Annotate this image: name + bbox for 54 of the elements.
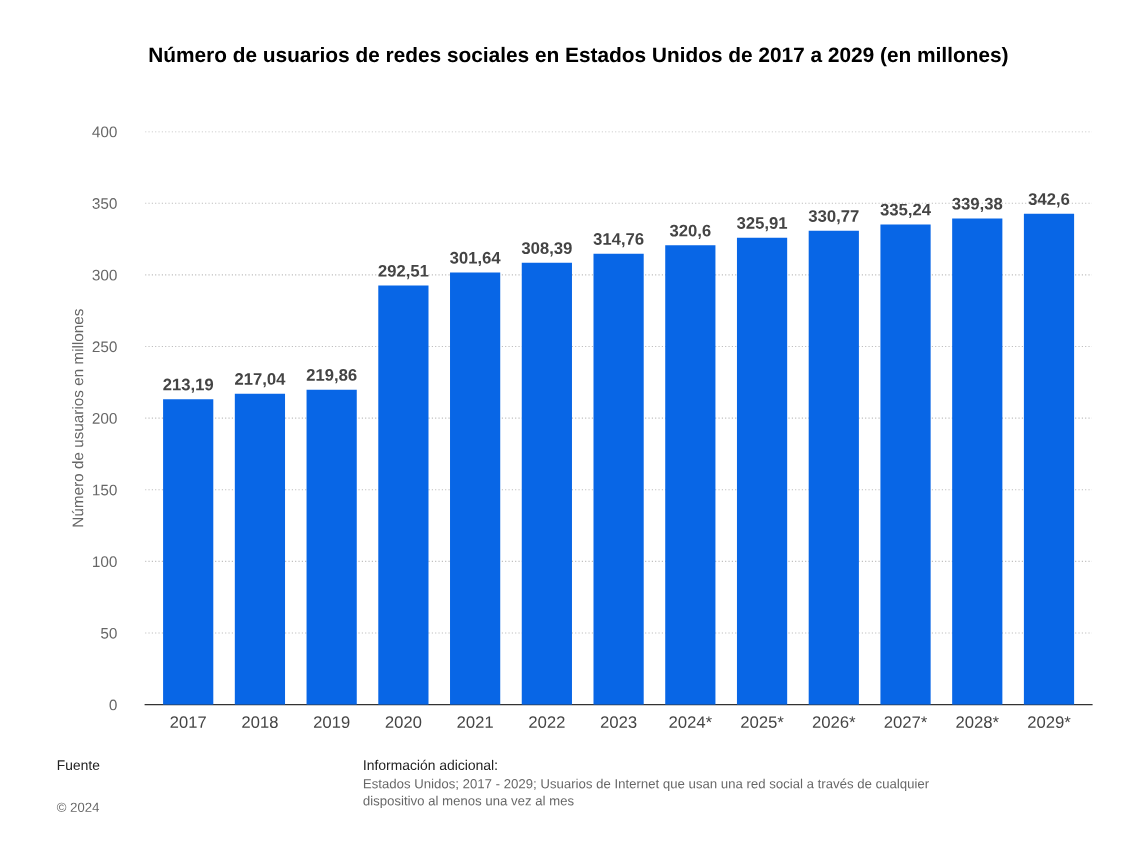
data-label: 320,6 bbox=[669, 224, 711, 239]
text: Estados Unidos; 2017 - 2029; Usuarios de Internet que usan una red social a través de cualquier dispositivo al menos una vez al mes bbox=[363, 778, 929, 809]
data-label: 292,51 bbox=[378, 264, 429, 280]
x-tick-label: 2023 bbox=[600, 716, 637, 729]
x-tick-label: 2025* bbox=[741, 716, 784, 729]
x-tick-label: 2027* bbox=[884, 716, 928, 729]
data-label: 330,77 bbox=[808, 210, 859, 225]
y-tick-label: 300 bbox=[92, 269, 117, 281]
bar bbox=[808, 230, 859, 705]
x-tick-label: 2028* bbox=[956, 716, 999, 729]
data-label: 301,64 bbox=[450, 251, 501, 267]
y-tick-label: 200 bbox=[92, 413, 117, 424]
data-label: 219,86 bbox=[306, 369, 357, 384]
data-label: 314,76 bbox=[593, 233, 644, 248]
y-tick-label: 250 bbox=[92, 341, 117, 353]
bar bbox=[880, 224, 931, 705]
x-tick-label: 2026* bbox=[812, 716, 856, 729]
text: Información adicional: bbox=[364, 759, 497, 771]
y-tick-label: 50 bbox=[100, 627, 117, 639]
chart-title: Número de usuarios de redes sociales en Estados Unidos de 2017 a 2029 (en millones) bbox=[149, 46, 1008, 67]
bar bbox=[163, 399, 214, 705]
data-label: 335,24 bbox=[880, 203, 931, 218]
x-tick-label: 2021 bbox=[457, 716, 493, 729]
bar bbox=[234, 393, 286, 705]
bar bbox=[1023, 213, 1075, 705]
y-tick-label: 350 bbox=[92, 198, 117, 209]
bar bbox=[665, 245, 716, 705]
data-label: 339,38 bbox=[952, 197, 1003, 213]
bar bbox=[736, 237, 788, 705]
data-label: 308,39 bbox=[521, 242, 572, 257]
x-tick-label: 2029* bbox=[1028, 716, 1071, 729]
data-label: 213,19 bbox=[163, 378, 214, 393]
x-tick-label: 2017 bbox=[170, 716, 206, 729]
bar bbox=[952, 218, 1003, 705]
y-tick-label: 100 bbox=[93, 556, 117, 568]
y-tick-label: 400 bbox=[92, 126, 117, 138]
x-tick-label: 2018 bbox=[242, 716, 278, 729]
bar bbox=[521, 262, 572, 705]
text: Fuente bbox=[57, 760, 100, 771]
x-tick-label: 2022 bbox=[529, 716, 565, 729]
data-label: 342,6 bbox=[1028, 193, 1070, 208]
x-tick-label: 2019 bbox=[313, 716, 350, 729]
bar bbox=[450, 272, 501, 705]
text: © 2024 bbox=[56, 802, 100, 812]
x-tick-label: 2024* bbox=[669, 716, 712, 729]
data-label: 325,91 bbox=[736, 217, 788, 232]
x-tick-label: 2020 bbox=[385, 716, 422, 729]
bar bbox=[378, 285, 429, 705]
bar bbox=[593, 253, 644, 705]
y-tick-label: 0 bbox=[109, 699, 117, 711]
y-axis-title: Número de usuarios en millones bbox=[71, 309, 84, 527]
data-label: 217,04 bbox=[235, 373, 286, 388]
y-tick-label: 150 bbox=[93, 484, 117, 496]
bar bbox=[306, 389, 357, 705]
